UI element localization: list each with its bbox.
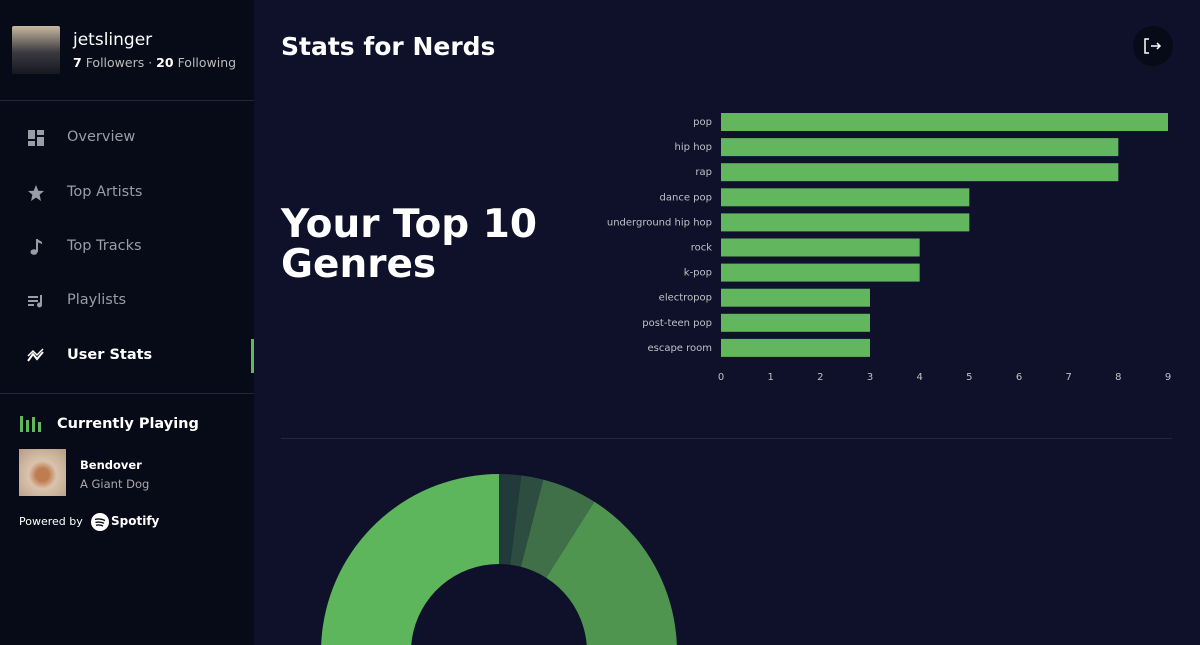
nav-item[interactable]: Overview <box>0 121 254 155</box>
icon <box>30 239 42 255</box>
bar <box>721 313 870 332</box>
bar <box>721 213 970 232</box>
nav-label: User Stats <box>67 347 153 363</box>
icon <box>28 130 44 146</box>
bar <box>721 163 1119 182</box>
x-tick-label: 0 <box>718 372 724 383</box>
bar <box>721 263 920 282</box>
playing-icon <box>20 416 41 432</box>
icon <box>28 295 42 308</box>
sidebar: jetslinger 7 Followers · 20 Following Ov… <box>0 0 254 645</box>
nav-label: Top Tracks <box>67 238 142 254</box>
y-tick-label: pop <box>693 117 712 128</box>
spotify-brand: Spotify <box>111 514 160 528</box>
bar <box>721 138 1119 157</box>
bar <box>721 113 1168 131</box>
icon <box>27 348 44 362</box>
nav-item[interactable]: Playlists <box>0 284 254 318</box>
y-tick-label: electropop <box>659 293 712 304</box>
icon <box>28 185 44 201</box>
nav-item[interactable]: User Stats <box>0 339 254 373</box>
followers-count: 7 <box>73 55 82 70</box>
bar <box>721 188 970 207</box>
artist-name: A Giant Dog <box>80 477 150 491</box>
y-tick-label: rap <box>695 167 712 178</box>
following-label: Following <box>177 55 237 70</box>
y-tick-label: k-pop <box>684 268 712 279</box>
y-tick-label: post-teen pop <box>642 318 712 329</box>
track-name: Bendover <box>80 458 142 472</box>
followers-label: Followers <box>85 55 145 70</box>
album-art[interactable] <box>19 449 66 496</box>
x-tick-label: 7 <box>1065 372 1071 383</box>
bar <box>721 238 920 257</box>
now-playing-heading: Currently Playing <box>57 416 199 432</box>
y-tick-label: escape room <box>647 343 712 354</box>
x-tick-label: 4 <box>916 372 922 383</box>
x-tick-label: 5 <box>966 372 972 383</box>
following-count: 20 <box>156 55 174 70</box>
nav-label: Playlists <box>67 292 127 308</box>
bar <box>721 288 870 307</box>
username: jetslinger <box>73 30 153 50</box>
x-tick-label: 2 <box>817 372 823 383</box>
powered-by: Powered by <box>19 515 83 528</box>
donut-slice <box>321 474 499 645</box>
x-tick-label: 3 <box>867 372 873 383</box>
donut-slice <box>546 501 677 645</box>
y-tick-label: underground hip hop <box>607 217 712 228</box>
donut-slice <box>520 479 595 578</box>
spotify-logo <box>91 513 109 531</box>
x-tick-label: 1 <box>767 372 773 383</box>
nav-label: Top Artists <box>67 184 143 200</box>
y-tick-label: hip hop <box>675 142 712 153</box>
x-tick-label: 8 <box>1115 372 1121 383</box>
x-tick-label: 6 <box>1016 372 1022 383</box>
divider <box>0 100 254 101</box>
follow-counts: 7 Followers · 20 Following <box>73 55 237 70</box>
logout-button[interactable] <box>1133 26 1173 66</box>
y-tick-label: dance pop <box>660 192 712 203</box>
section-heading: Your Top 10 Genres <box>280 202 537 287</box>
donut-slice <box>499 474 522 565</box>
bar <box>721 338 870 357</box>
y-tick-label: rock <box>691 243 713 254</box>
nav-label: Overview <box>67 129 136 145</box>
nav-item[interactable]: Top Artists <box>0 176 254 210</box>
active-indicator <box>251 339 254 373</box>
donut-slice <box>510 475 544 567</box>
page-title: Stats for Nerds <box>281 32 495 61</box>
divider <box>0 393 254 394</box>
main-panel: Stats for Nerds Your Top 10 Genres pop hip… <box>280 26 1173 645</box>
nav-item[interactable]: Top Tracks <box>0 230 254 264</box>
x-tick-label: 9 <box>1165 372 1171 383</box>
avatar <box>12 26 60 74</box>
